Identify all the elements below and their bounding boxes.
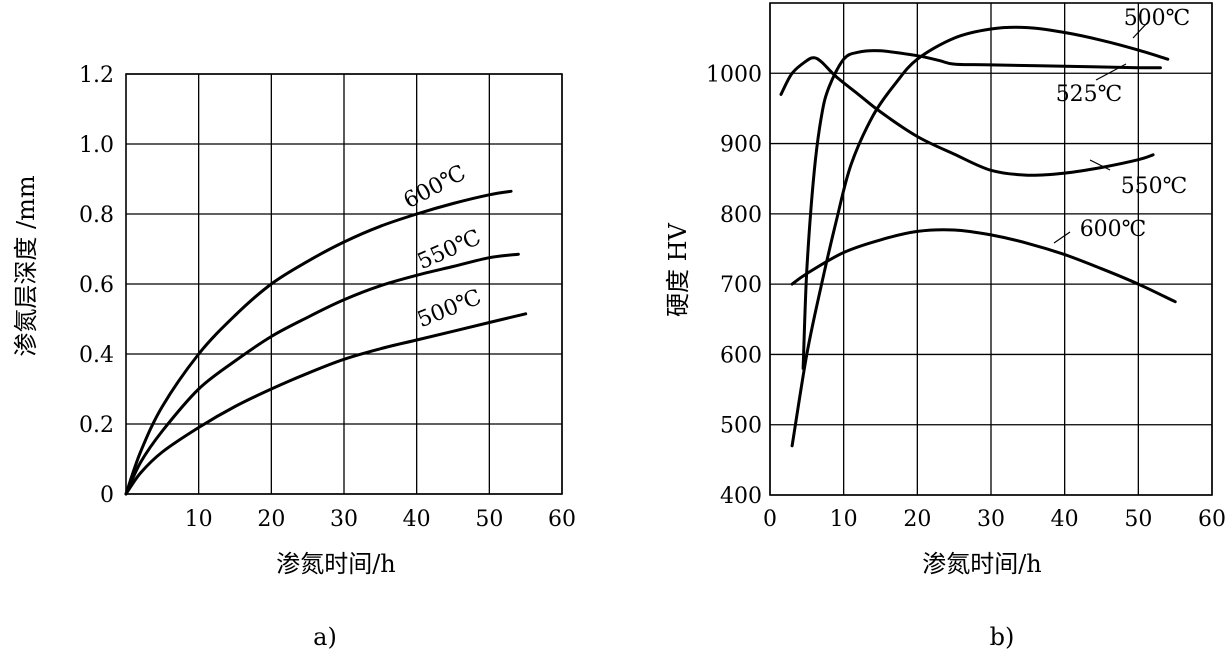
x-tick-label: 40 xyxy=(403,507,431,532)
y-tick-label: 0.4 xyxy=(79,343,114,368)
y-tick-label: 800 xyxy=(720,203,762,228)
x-tick-label: 50 xyxy=(475,507,503,532)
series-line xyxy=(124,252,520,496)
y-tick-label: 500 xyxy=(720,414,762,439)
series-line xyxy=(779,56,1155,177)
label-leader-line xyxy=(1132,21,1149,39)
x-axis-title: 渗氮时间/h xyxy=(922,550,1042,578)
x-tick-label: 20 xyxy=(257,507,285,532)
series-line xyxy=(124,312,528,496)
panel-label: b) xyxy=(990,623,1015,651)
y-tick-label: 700 xyxy=(720,273,762,298)
chart-panel-a: 10 20 30 40 50 60 0 0.2 0.4 0.6 0.8 1.0 1.2 渗氮时间/h 渗氮层… xyxy=(12,63,576,651)
x-tick-label: 0 xyxy=(763,507,777,532)
label-leader-line xyxy=(1053,231,1071,244)
x-tick-label: 50 xyxy=(1124,507,1152,532)
y-tick-label: 1000 xyxy=(706,62,762,87)
x-tick-label: 30 xyxy=(977,507,1005,532)
series-label: 500℃ xyxy=(1124,6,1191,31)
x-tick-label: 60 xyxy=(1198,507,1226,532)
chart-panel-b: 0 10 20 30 40 50 60 400 500 600 700 800 900 1000 渗氮时间/… xyxy=(664,2,1226,651)
x-axis-title: 渗氮时间/h xyxy=(276,550,396,578)
y-tick-label: 1.2 xyxy=(79,63,114,88)
x-tick-label: 30 xyxy=(330,507,358,532)
y-tick-label: 400 xyxy=(720,484,762,509)
y-tick-label: 0 xyxy=(100,483,114,508)
x-tick-label: 40 xyxy=(1051,507,1079,532)
x-tick-label: 20 xyxy=(903,507,931,532)
series-label: 600℃ xyxy=(1080,217,1147,242)
y-tick-label: 600 xyxy=(720,343,762,368)
y-tick-label: 900 xyxy=(720,133,762,158)
x-tick-label: 60 xyxy=(548,507,576,532)
plot-frame xyxy=(125,73,563,495)
y-axis-title: 渗氮层深度 /mm xyxy=(12,175,40,356)
series-line xyxy=(790,228,1177,304)
label-leader-line xyxy=(1095,63,1127,81)
y-tick-label: 0.6 xyxy=(79,273,114,298)
series-line xyxy=(124,189,513,496)
x-tick-label: 10 xyxy=(830,507,858,532)
panel-label: a) xyxy=(313,623,337,651)
y-tick-label: 1.0 xyxy=(79,133,114,158)
series-label: 550℃ xyxy=(1121,174,1188,199)
series-line xyxy=(801,49,1162,370)
series-line xyxy=(790,25,1170,448)
label-leader-line xyxy=(1089,159,1111,171)
y-axis-title: 硬度 HV xyxy=(664,222,692,317)
series-label: 600℃ xyxy=(400,161,471,214)
y-tick-label: 0.2 xyxy=(79,413,114,438)
x-tick-label: 10 xyxy=(185,507,213,532)
plot-frame xyxy=(769,2,1213,496)
y-tick-label: 0.8 xyxy=(79,203,114,228)
series-label: 525℃ xyxy=(1056,82,1123,107)
